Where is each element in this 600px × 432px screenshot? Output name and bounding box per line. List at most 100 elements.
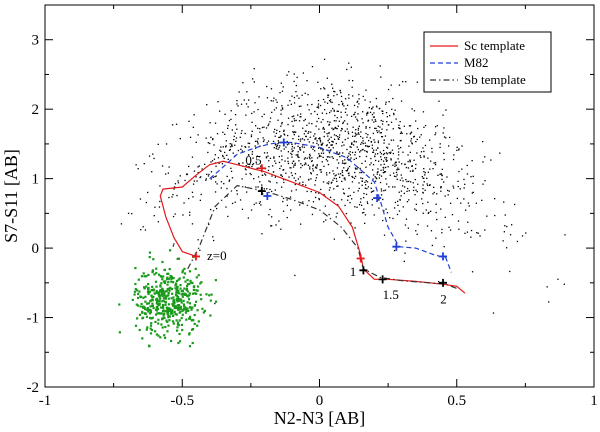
scatter-point-black [360, 131, 362, 133]
scatter-point-black [423, 177, 425, 179]
scatter-point-black [348, 187, 350, 190]
scatter-point-black [346, 68, 348, 71]
scatter-point-black [331, 101, 333, 104]
scatter-point-black [251, 163, 254, 166]
scatter-point-black [231, 177, 234, 179]
scatter-point-black [212, 236, 214, 238]
scatter-point-black [172, 215, 175, 218]
scatter-point-black [397, 158, 399, 160]
scatter-point-black [294, 274, 296, 277]
scatter-point-black [481, 199, 483, 201]
scatter-point-black [311, 213, 314, 216]
scatter-point-green [170, 297, 173, 300]
scatter-point-black [472, 175, 474, 177]
scatter-point-green [182, 305, 186, 308]
scatter-point-black [293, 147, 295, 149]
scatter-point-black [405, 218, 408, 220]
scatter-point-black [386, 147, 389, 149]
scatter-point-black [352, 176, 354, 178]
scatter-point-black [320, 148, 322, 150]
scatter-point-black [347, 172, 350, 175]
scatter-point-black [386, 129, 388, 131]
scatter-point-black [426, 225, 429, 227]
scatter-point-black [431, 244, 433, 247]
scatter-point-black [347, 137, 349, 139]
scatter-point-black [395, 175, 397, 178]
scatter-point-black [355, 141, 357, 143]
scatter-point-black [356, 206, 358, 208]
scatter-point-black [386, 159, 388, 162]
scatter-point-green [143, 306, 146, 309]
scatter-point-black [466, 231, 469, 233]
scatter-point-black [463, 178, 465, 181]
scatter-point-green [175, 279, 179, 283]
scatter-point-black [422, 212, 424, 214]
scatter-point-black [269, 117, 272, 119]
scatter-point-black [492, 312, 495, 314]
scatter-point-black [475, 202, 477, 204]
scatter-point-black [197, 239, 199, 241]
scatter-point-black [402, 185, 404, 187]
scatter-point-black [342, 121, 344, 123]
scatter-point-green [167, 277, 170, 280]
scatter-point-black [289, 167, 291, 169]
scatter-point-black [307, 132, 309, 134]
scatter-point-black [198, 165, 200, 167]
scatter-point-black [422, 188, 424, 190]
scatter-point-green [185, 309, 188, 312]
scatter-point-black [394, 201, 397, 204]
scatter-point-black [415, 203, 417, 205]
scatter-point-black [432, 168, 434, 170]
scatter-point-black [396, 178, 398, 180]
scatter-point-black [398, 210, 401, 212]
scatter-point-green [147, 289, 150, 292]
scatter-point-green [175, 298, 178, 302]
scatter-point-black [396, 174, 398, 176]
scatter-point-black [436, 193, 438, 195]
scatter-point-black [516, 240, 519, 243]
scatter-point-green [148, 308, 151, 311]
scatter-point-black [236, 193, 238, 195]
scatter-point-black [389, 152, 392, 155]
scatter-point-black [275, 224, 277, 226]
y-tick-label: 1 [32, 172, 40, 188]
scatter-point-black [411, 165, 413, 167]
scatter-point-black [371, 119, 373, 121]
scatter-point-green [188, 345, 192, 348]
scatter-point-black [410, 140, 412, 142]
scatter-point-black [336, 152, 338, 154]
scatter-point-green [175, 313, 178, 316]
scatter-point-black [348, 62, 350, 64]
scatter-point-black [434, 134, 436, 136]
scatter-point-black [261, 115, 263, 118]
x-tick-label: -1 [39, 393, 52, 409]
scatter-point-black [367, 112, 369, 114]
scatter-point-green [151, 316, 154, 319]
scatter-point-black [314, 150, 316, 152]
scatter-point-black [274, 135, 276, 137]
scatter-point-black [464, 183, 466, 185]
scatter-point-black [385, 112, 388, 114]
scatter-point-black [339, 156, 341, 158]
scatter-point-black [332, 170, 334, 172]
scatter-point-black [189, 214, 191, 216]
scatter-point-black [326, 156, 329, 158]
scatter-point-black [336, 212, 338, 214]
scatter-point-green [189, 279, 192, 282]
scatter-point-black [354, 135, 356, 137]
scatter-point-black [314, 179, 317, 182]
scatter-point-black [360, 177, 362, 179]
scatter-point-black [310, 190, 312, 193]
scatter-point-black [357, 148, 359, 151]
scatter-point-green [162, 306, 165, 310]
scatter-point-black [354, 151, 357, 153]
scatter-point-black [330, 110, 332, 112]
scatter-point-green [158, 273, 161, 276]
scatter-point-black [298, 156, 300, 159]
scatter-point-black [352, 80, 354, 82]
scatter-point-black [382, 120, 384, 122]
scatter-point-black [377, 171, 379, 173]
scatter-point-black [323, 165, 325, 167]
scatter-point-green [191, 281, 194, 284]
scatter-point-black [303, 164, 306, 166]
